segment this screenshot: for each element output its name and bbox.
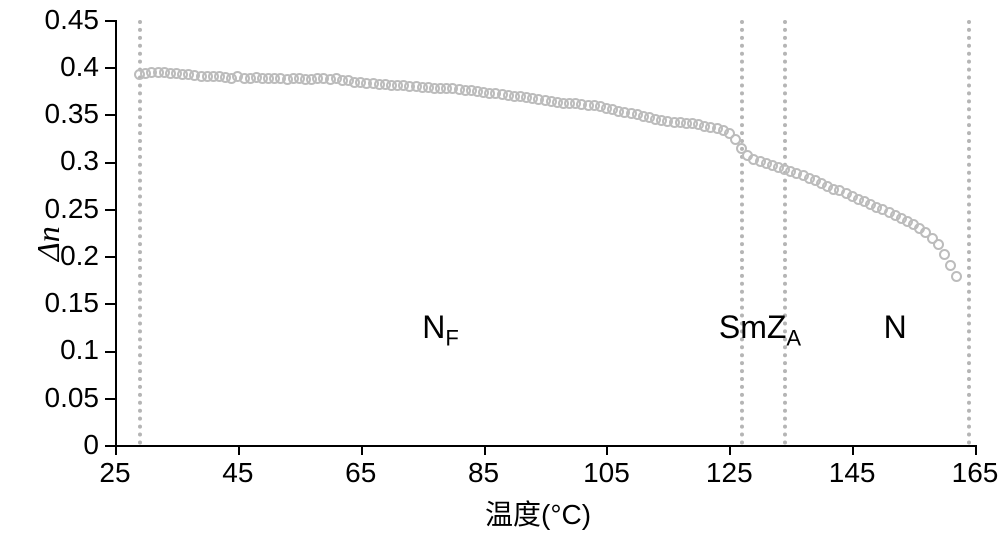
x-tick-mark xyxy=(238,445,240,455)
x-tick-label: 25 xyxy=(99,457,130,489)
y-tick-mark xyxy=(105,162,115,164)
y-tick-mark xyxy=(105,67,115,69)
x-tick-label: 145 xyxy=(829,457,876,489)
x-tick-mark xyxy=(484,445,486,455)
y-tick-label: 0.4 xyxy=(60,51,99,83)
region-label: SmZA xyxy=(719,309,801,351)
y-tick-mark xyxy=(105,114,115,116)
y-tick-mark xyxy=(105,303,115,305)
y-tick-label: 0.2 xyxy=(60,240,99,272)
x-axis-title: 温度(°C) xyxy=(485,493,591,533)
y-tick-label: 0.15 xyxy=(45,287,100,319)
y-tick-mark xyxy=(105,209,115,211)
data-marker xyxy=(939,249,950,260)
y-tick-mark xyxy=(105,445,115,447)
x-tick-label: 165 xyxy=(952,457,999,489)
y-tick-label: 0.1 xyxy=(60,334,99,366)
data-marker xyxy=(945,260,956,271)
y-tick-mark xyxy=(105,20,115,22)
x-tick-mark xyxy=(115,445,117,455)
phase-boundary-line xyxy=(967,20,971,445)
y-tick-mark xyxy=(105,351,115,353)
x-axis-line xyxy=(115,445,977,447)
region-label: N xyxy=(884,309,907,346)
phase-boundary-line xyxy=(138,20,142,445)
chart-container: Δn 温度(°C) 00.050.10.150.20.250.30.350.40… xyxy=(0,0,1000,532)
y-axis-line xyxy=(115,20,117,447)
x-tick-mark xyxy=(852,445,854,455)
y-tick-mark xyxy=(105,256,115,258)
y-tick-label: 0.45 xyxy=(45,4,100,36)
x-tick-mark xyxy=(729,445,731,455)
x-tick-mark xyxy=(361,445,363,455)
y-tick-label: 0.35 xyxy=(45,98,100,130)
x-tick-label: 85 xyxy=(468,457,499,489)
y-tick-label: 0 xyxy=(83,429,99,461)
phase-boundary-line xyxy=(740,20,744,445)
region-label: NF xyxy=(422,309,459,351)
phase-boundary-line xyxy=(783,20,787,445)
y-tick-label: 0.05 xyxy=(45,382,100,414)
x-tick-label: 65 xyxy=(345,457,376,489)
data-marker xyxy=(951,271,962,282)
y-tick-mark xyxy=(105,398,115,400)
x-tick-mark xyxy=(606,445,608,455)
y-tick-label: 0.3 xyxy=(60,145,99,177)
x-tick-label: 105 xyxy=(583,457,630,489)
x-tick-label: 45 xyxy=(222,457,253,489)
x-tick-label: 125 xyxy=(706,457,753,489)
x-tick-mark xyxy=(975,445,977,455)
y-tick-label: 0.25 xyxy=(45,193,100,225)
